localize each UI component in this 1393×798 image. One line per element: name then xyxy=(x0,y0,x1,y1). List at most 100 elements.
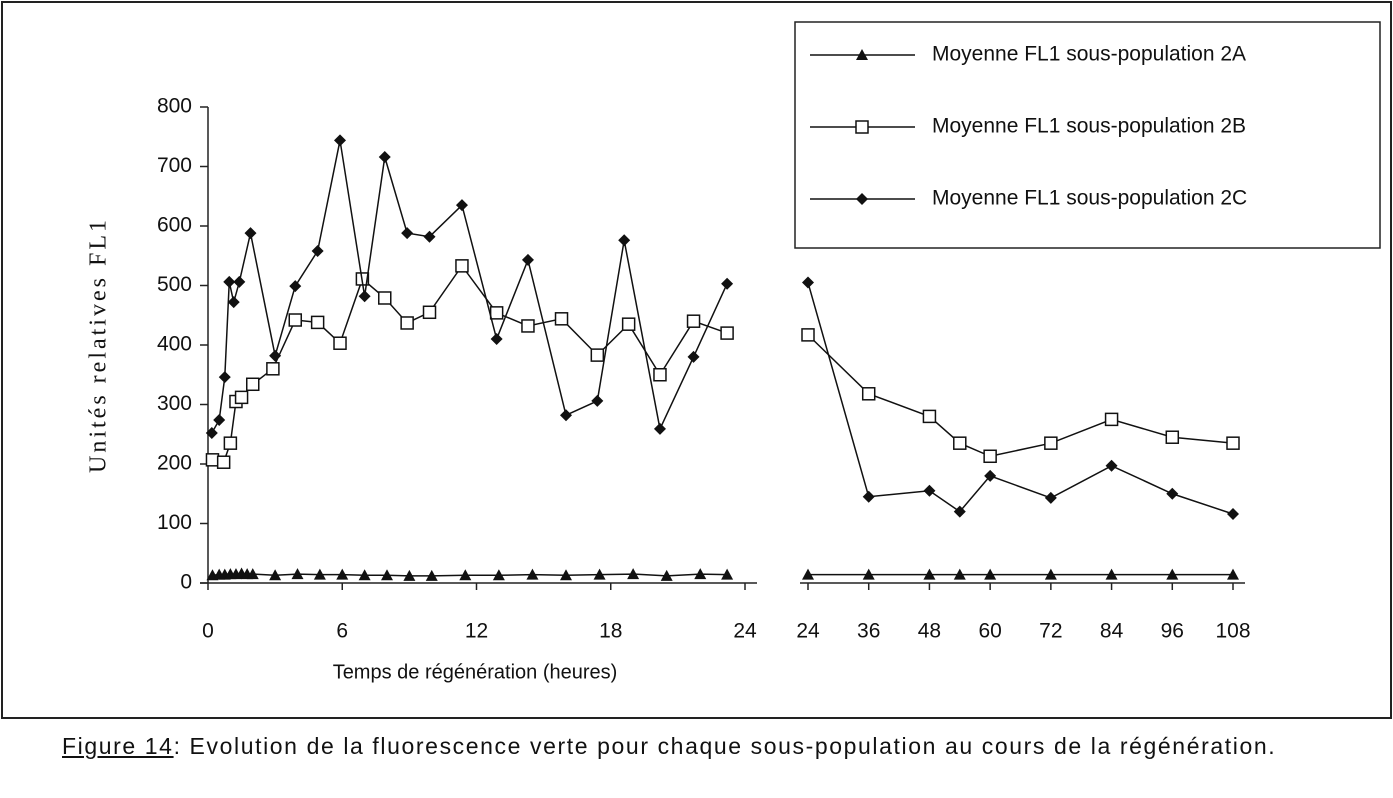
marker xyxy=(1105,568,1118,580)
marker xyxy=(953,436,967,450)
marker xyxy=(1044,436,1058,450)
marker xyxy=(378,150,391,163)
marker xyxy=(455,199,468,212)
marker xyxy=(686,314,701,328)
series-line xyxy=(212,572,728,577)
marker xyxy=(855,120,869,134)
series-line xyxy=(211,140,728,434)
legend-box xyxy=(794,21,1381,249)
y-tick-label: 400 xyxy=(157,333,192,356)
marker xyxy=(311,244,324,257)
x-tick-label: 12 xyxy=(465,620,488,643)
marker xyxy=(862,490,875,503)
marker xyxy=(223,436,238,450)
marker xyxy=(526,568,539,580)
marker xyxy=(205,427,218,440)
frame xyxy=(1,1,1392,719)
marker xyxy=(490,333,503,346)
marker xyxy=(521,319,535,333)
legend-label: Moyenne FL1 sous-population 2B xyxy=(932,115,1246,138)
marker xyxy=(802,276,814,289)
marker xyxy=(694,568,707,580)
x-tick-label: 24 xyxy=(796,620,820,643)
marker xyxy=(403,569,416,581)
marker xyxy=(1165,430,1180,444)
marker xyxy=(378,291,392,305)
marker xyxy=(234,390,249,405)
marker xyxy=(205,453,220,467)
marker xyxy=(861,387,876,401)
marker xyxy=(425,569,438,581)
marker xyxy=(423,230,436,243)
marker xyxy=(687,350,700,363)
x-tick-label: 48 xyxy=(918,620,941,643)
x-tick-label: 0 xyxy=(202,620,214,643)
marker xyxy=(923,568,936,580)
marker xyxy=(593,568,606,580)
marker xyxy=(358,569,371,581)
marker xyxy=(333,336,347,350)
marker xyxy=(922,409,937,424)
marker xyxy=(591,394,604,407)
y-tick-label: 800 xyxy=(157,95,192,118)
caption: Figure 14: Evolution de la fluorescence … xyxy=(4,730,1389,763)
marker xyxy=(802,568,814,580)
marker xyxy=(269,569,282,581)
marker xyxy=(521,253,534,266)
x-tick-label: 108 xyxy=(1215,620,1250,643)
marker xyxy=(560,409,572,422)
marker xyxy=(653,422,666,435)
marker xyxy=(246,377,260,392)
marker xyxy=(653,368,667,382)
y-tick-label: 700 xyxy=(157,154,192,177)
y-tick-label: 500 xyxy=(157,273,192,296)
marker xyxy=(422,305,437,320)
y-tick-label: 600 xyxy=(157,214,192,237)
marker xyxy=(1226,436,1240,450)
marker xyxy=(618,234,631,247)
x-tick-label: 84 xyxy=(1100,620,1124,643)
x-tick-label: 96 xyxy=(1161,620,1184,643)
marker xyxy=(856,49,868,60)
x-tick-label: 36 xyxy=(857,620,880,643)
marker xyxy=(213,413,226,426)
marker xyxy=(1105,459,1118,472)
marker xyxy=(244,227,257,240)
marker xyxy=(1104,412,1119,427)
legend-label: Moyenne FL1 sous-population 2C xyxy=(932,187,1247,210)
marker xyxy=(984,568,997,580)
marker xyxy=(223,275,236,288)
marker xyxy=(269,349,282,362)
y-axis-label: Unités relatives FL1 xyxy=(86,217,112,473)
y-tick-label: 300 xyxy=(157,392,192,415)
x-axis-label: Temps de régénération (heures) xyxy=(333,661,618,683)
marker xyxy=(334,134,347,147)
y-tick-label: 200 xyxy=(157,452,192,475)
marker xyxy=(381,569,393,581)
marker xyxy=(401,227,414,240)
marker xyxy=(455,259,469,273)
marker xyxy=(291,568,304,580)
marker xyxy=(400,316,414,330)
y-tick-label: 0 xyxy=(180,571,192,594)
marker xyxy=(1227,507,1239,520)
marker xyxy=(216,455,231,469)
marker xyxy=(856,193,868,205)
marker xyxy=(560,569,572,581)
x-tick-label: 60 xyxy=(978,620,1001,643)
marker xyxy=(459,569,472,581)
marker xyxy=(621,317,636,331)
marker xyxy=(1044,568,1057,580)
marker xyxy=(218,371,231,384)
marker xyxy=(288,313,303,327)
marker xyxy=(801,328,815,342)
x-tick-label: 72 xyxy=(1039,620,1062,643)
x-tick-label: 24 xyxy=(733,620,757,643)
marker xyxy=(721,277,734,290)
legend-label: Moyenne FL1 sous-population 2A xyxy=(932,43,1246,66)
marker xyxy=(492,569,505,581)
marker xyxy=(246,568,259,580)
marker xyxy=(313,568,326,580)
caption-text: : Evolution de la fluorescence verte pou… xyxy=(173,733,1277,759)
